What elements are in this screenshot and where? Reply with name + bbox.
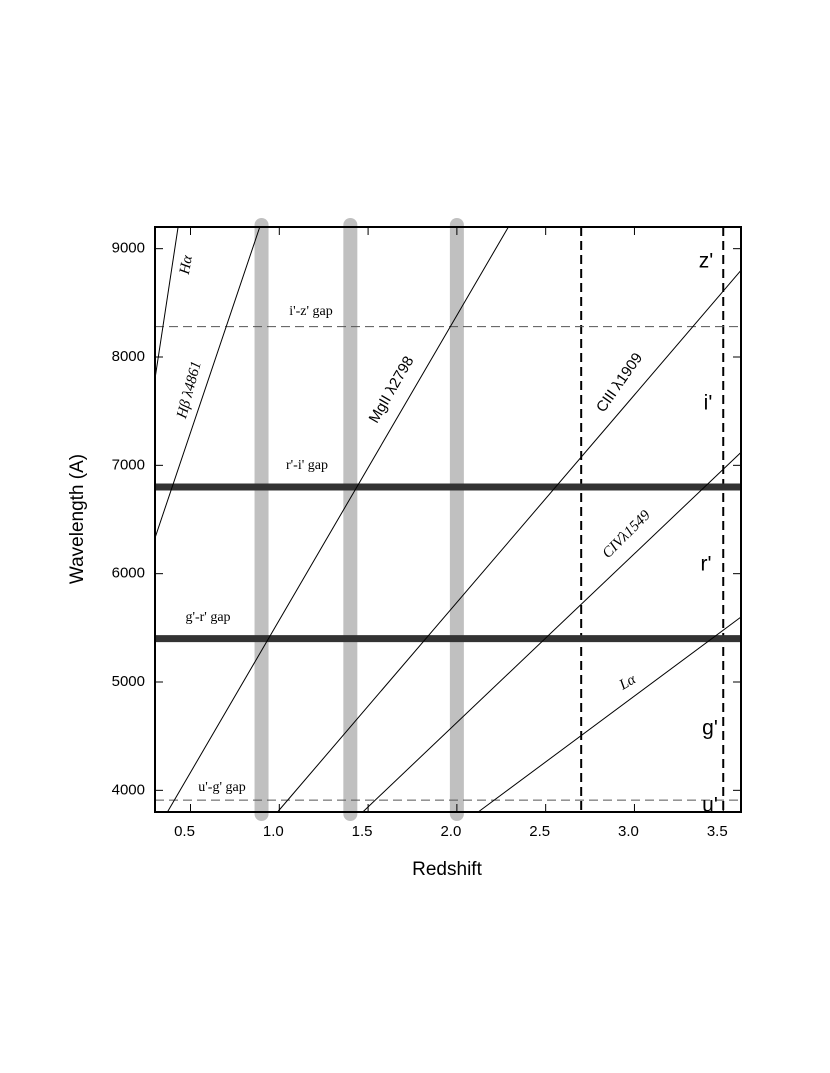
x-tick-label: 0.5 [174, 823, 195, 840]
x-tick-label: 1.5 [352, 823, 373, 840]
gap-label: i'-z' gap [289, 304, 333, 319]
filter-label: i' [704, 392, 713, 415]
emission-line [477, 616, 742, 813]
x-tick-label: 2.0 [440, 823, 461, 840]
line-label: MgII λ2798 [366, 353, 418, 426]
gap-label: g'-r' gap [185, 610, 230, 625]
emission-line [154, 226, 179, 379]
plot-frame [154, 226, 742, 813]
x-tick-label: 3.0 [618, 823, 639, 840]
x-tick-label: 1.0 [263, 823, 284, 840]
emission-line [362, 451, 742, 813]
gap-label: r'-i' gap [286, 458, 328, 473]
y-tick-label: 4000 [112, 781, 145, 798]
line-label: CIII λ1909 [593, 350, 646, 416]
line-label: Hα [177, 253, 196, 276]
y-tick-label: 7000 [112, 456, 145, 473]
filter-label: g' [702, 717, 718, 740]
y-tick-label: 5000 [112, 673, 145, 690]
y-tick-label: 9000 [112, 240, 145, 257]
x-axis-label: Redshift [412, 859, 482, 880]
gap-label: u'-g' gap [198, 780, 245, 795]
emission-line [166, 226, 509, 813]
emission-line [154, 226, 261, 539]
y-tick-label: 8000 [112, 348, 145, 365]
y-axis-label: Wavelength (A) [67, 454, 88, 584]
y-tick-label: 6000 [112, 565, 145, 582]
line-label: CIVλ1549 [599, 507, 654, 562]
x-tick-label: 3.5 [707, 823, 728, 840]
line-label: Lα [616, 671, 640, 694]
x-tick-label: 2.5 [529, 823, 550, 840]
filter-label: r' [700, 553, 711, 576]
emission-line [277, 270, 742, 813]
filter-label: u' [702, 794, 718, 817]
filter-label: z' [699, 250, 714, 273]
line-label: Hβ λ4861 [174, 360, 205, 422]
